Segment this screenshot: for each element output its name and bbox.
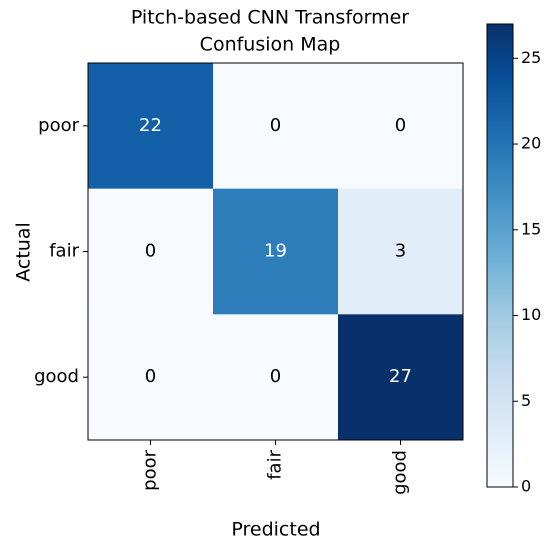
x-tick-label: poor [140, 449, 161, 490]
cell-value: 0 [395, 115, 406, 136]
y-tick-label: fair [49, 241, 79, 262]
x-tick-label: good [390, 450, 411, 495]
colorbar-tick-label: 25 [521, 48, 541, 67]
x-axis-label: Predicted [231, 519, 320, 541]
cell-value: 27 [389, 366, 412, 387]
chart-title: Pitch-based CNN Transformer [131, 7, 409, 29]
cell-value: 3 [395, 241, 406, 262]
colorbar-tick-label: 5 [521, 391, 531, 410]
colorbar [486, 23, 514, 488]
colorbar-tick-label: 15 [521, 219, 541, 238]
cell-value: 0 [145, 241, 156, 262]
heatmap-cell [213, 314, 339, 441]
colorbar-tick-label: 0 [521, 477, 531, 496]
heatmap-cell [213, 63, 339, 190]
chart-title: Confusion Map [200, 34, 341, 56]
heatmap-cell [338, 314, 464, 441]
heatmap-cell [338, 188, 464, 315]
heatmap-cell [88, 314, 214, 441]
colorbar-tick-label: 10 [521, 305, 541, 324]
y-axis-label: Actual [13, 222, 35, 282]
cell-value: 0 [270, 115, 281, 136]
cell-value: 22 [139, 115, 162, 136]
x-tick-label: fair [265, 449, 286, 479]
heatmap-cell [88, 188, 214, 315]
y-tick-label: poor [38, 115, 79, 136]
heatmap-cell [338, 63, 464, 190]
colorbar-tick-label: 20 [521, 134, 541, 153]
y-tick-label: good [34, 366, 79, 387]
cell-value: 19 [264, 241, 287, 262]
cell-value: 0 [270, 366, 281, 387]
cell-value: 0 [145, 366, 156, 387]
heatmap-cell [213, 188, 339, 315]
heatmap-cell [88, 63, 214, 190]
